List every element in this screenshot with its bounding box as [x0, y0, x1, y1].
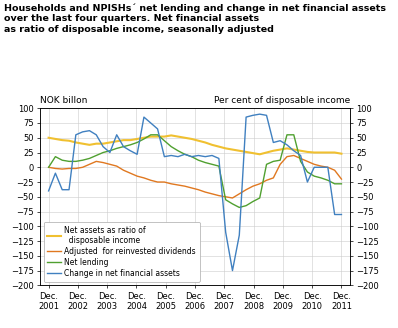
Legend: Net assets as ratio of
  disposable income, Adjusted  for reinvested dividends, : Net assets as ratio of disposable income…: [44, 222, 200, 281]
Text: Per cent of disposable income: Per cent of disposable income: [214, 96, 350, 105]
Text: Households and NPISHs´ net lending and change in net financial assets
over the l: Households and NPISHs´ net lending and c…: [4, 3, 386, 33]
Text: NOK billon: NOK billon: [40, 96, 87, 105]
